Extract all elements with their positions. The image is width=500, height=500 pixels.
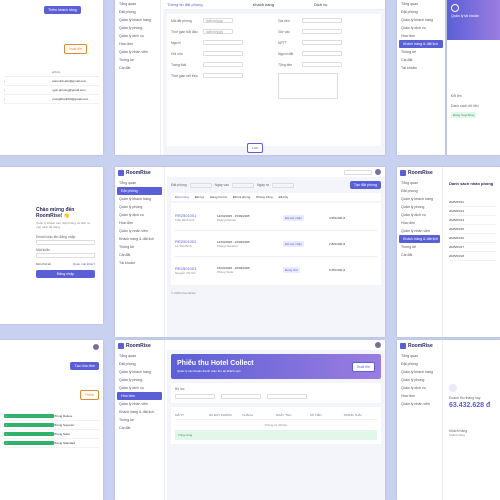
save-button[interactable]: Lưu: [247, 143, 264, 153]
table-row[interactable]: • truongkhanh94@gmail.com: [4, 95, 99, 104]
table-row[interactable]: • tuanminh.abc@gmail.com: [4, 77, 99, 86]
avatar[interactable]: [93, 344, 99, 350]
tile-invoice-list: Tạo hóa đơn Thêm • Phòng Deluxe • Phòng Su…: [0, 340, 103, 500]
tile-bookings: RoomRise Tổng quan Đặt phòng Quản lý khá…: [115, 167, 385, 337]
create-invoice-button[interactable]: Tạo hóa đơn: [70, 362, 99, 370]
forgot-password-link[interactable]: Quên mật khẩu?: [72, 262, 95, 266]
tile-login: Chào mừng đến RoomRise! 👋 Quản lý khách …: [0, 167, 103, 324]
login-button[interactable]: Đăng nhập: [36, 270, 95, 278]
avatar[interactable]: [375, 169, 381, 175]
table-row[interactable]: 2025/03/18: [449, 252, 496, 261]
tile-account: Quản lý tài khoản Đổi tên Danh sách dữ l…: [447, 0, 500, 155]
page-title: Danh sách nhân phòng: [449, 181, 494, 186]
table-row[interactable]: • Phòng Suite: [4, 430, 99, 439]
email-field[interactable]: [36, 240, 95, 245]
table-row[interactable]: 2025/03/12: [449, 198, 496, 207]
export-button[interactable]: Xuất file: [64, 44, 87, 54]
tile-hotel-collect: RoomRise Tổng quan Đặt phòng Quản lý khá…: [115, 340, 385, 500]
app-logo: RoomRise: [397, 340, 442, 352]
export-button[interactable]: Xuất file: [352, 362, 375, 372]
welcome-title: Chào mừng đến RoomRise! 👋: [36, 207, 75, 219]
user-icon: [451, 4, 459, 12]
tab-cancelled[interactable]: Đã hủy: [278, 195, 289, 199]
app-logo: RoomRise: [115, 340, 164, 352]
tab-customer[interactable]: Khách hàng: [252, 2, 274, 7]
table-row[interactable]: 2025/03/13: [449, 207, 496, 216]
table-row[interactable]: • ngoc.phuong@gmail.com: [4, 86, 99, 95]
tile-checkin-list: RoomRise Tổng quan Đặt phòng Quản lý khá…: [397, 167, 500, 337]
tile-customer-list: Thêm khách hàng Xuất file EMAIL • tuanmin…: [0, 0, 103, 155]
tab-services[interactable]: Dịch vụ: [313, 2, 328, 7]
page-title: Phiếu thu Hotel Collect: [177, 360, 254, 367]
app-logo: RoomRise: [115, 167, 164, 179]
add-button[interactable]: Thêm: [79, 390, 99, 400]
add-customer-button[interactable]: Thêm khách hàng: [44, 6, 81, 14]
tile-booking-form: Tổng quan Đặt phòng Quản lý khách hàng Q…: [115, 0, 385, 155]
table-row[interactable]: 2025/03/14: [449, 216, 496, 225]
tab-deposit[interactable]: Đã cọc: [194, 195, 205, 199]
table-row[interactable]: 2025/03/15: [449, 225, 496, 234]
booking-row[interactable]: RR2501002 Lê Văn Bình 14/03/2025 - 16/03/…: [175, 231, 377, 257]
table-row[interactable]: 2025/03/17: [449, 243, 496, 252]
revenue-value: 63.432.628 đ: [449, 402, 491, 409]
status-badge: Đang hoạt động: [451, 112, 477, 118]
tab-staying[interactable]: Đang lưu trú: [210, 195, 227, 199]
table-row[interactable]: 2025/03/16: [449, 234, 496, 243]
tab-bookings[interactable]: Đặt phòng: [175, 195, 189, 199]
tab-empty[interactable]: Phòng trống: [256, 195, 273, 199]
password-field[interactable]: [36, 253, 95, 258]
tile-sidebar-menu: Tổng quan Đặt phòng Quản lý khách hàng Q…: [397, 0, 445, 155]
booking-row[interactable]: RR2501001 Trần Minh Anh 12/03/2025 - 15/0…: [175, 205, 377, 231]
booking-row[interactable]: RR2501003 Nguyễn Thị Chi 15/03/2025 - 18/…: [175, 265, 345, 275]
app-logo: RoomRise: [397, 167, 442, 179]
create-booking-button[interactable]: Tạo đặt phòng: [349, 181, 381, 189]
table-row[interactable]: • Phòng Deluxe: [4, 412, 99, 421]
wallet-icon: [449, 384, 457, 392]
remember-checkbox[interactable]: Ghi nhớ tôi: [36, 262, 51, 266]
table-row[interactable]: • Phòng Superior: [4, 421, 99, 430]
col-email: EMAIL: [51, 70, 61, 74]
tile-revenue: RoomRise Tổng quan Đặt phòng Quản lý khá…: [397, 340, 500, 500]
tab-booking-info[interactable]: Thông tin đặt phòng: [167, 2, 203, 7]
table-row[interactable]: • Phòng Standard: [4, 439, 99, 448]
avatar[interactable]: [375, 342, 381, 348]
tab-checked-out[interactable]: Đã trả phòng: [232, 195, 251, 199]
